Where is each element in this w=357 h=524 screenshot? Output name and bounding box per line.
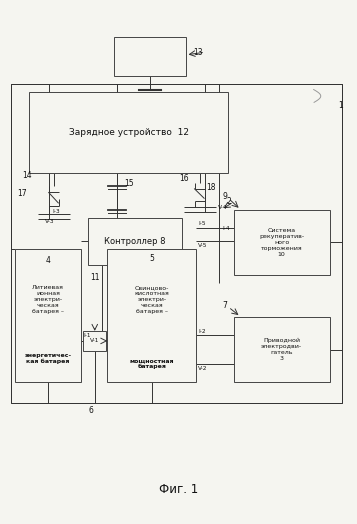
- Text: 18: 18: [206, 183, 215, 192]
- Text: 1: 1: [338, 101, 343, 110]
- Text: I-1: I-1: [84, 333, 91, 338]
- Text: 14: 14: [22, 171, 32, 180]
- Text: 2: 2: [226, 198, 231, 206]
- Text: 7: 7: [222, 301, 227, 310]
- Text: 15: 15: [124, 179, 134, 188]
- Text: Фиг. 1: Фиг. 1: [159, 483, 198, 496]
- Text: V-4: V-4: [218, 205, 227, 210]
- Text: Приводной
электродви-
гатель
3: Приводной электродви- гатель 3: [261, 339, 302, 361]
- Bar: [88, 217, 182, 265]
- Text: I-5: I-5: [198, 221, 206, 226]
- Text: V-1: V-1: [90, 339, 100, 343]
- Text: 17: 17: [17, 189, 27, 198]
- Text: 9: 9: [222, 192, 227, 201]
- Text: мощностная
батарея: мощностная батарея: [130, 358, 174, 369]
- Text: I-2: I-2: [198, 329, 206, 334]
- Bar: [233, 210, 330, 275]
- Text: 4: 4: [45, 256, 50, 265]
- Text: энергетичес-
кая батарея: энергетичес- кая батарея: [24, 353, 71, 364]
- Text: V-5: V-5: [198, 243, 207, 248]
- Bar: [11, 84, 342, 403]
- Text: Литиевая
ионная
электри-
ческая
батарея –: Литиевая ионная электри- ческая батарея …: [32, 286, 64, 314]
- Bar: [107, 249, 196, 382]
- Text: I-4: I-4: [222, 225, 230, 231]
- Text: Система
рекуператив-
ного
торможения
10: Система рекуператив- ного торможения 10: [259, 228, 304, 257]
- Text: V-3: V-3: [45, 219, 55, 224]
- Text: Зарядное устройство  12: Зарядное устройство 12: [69, 128, 189, 137]
- Bar: [29, 92, 228, 173]
- Text: I-3: I-3: [52, 209, 60, 214]
- Text: Контроллер 8: Контроллер 8: [104, 237, 166, 246]
- Bar: [83, 331, 106, 351]
- Text: Свинцово-
кислотная
электри-
ческая
батарея –: Свинцово- кислотная электри- ческая бата…: [135, 286, 169, 314]
- Text: 6: 6: [89, 407, 94, 416]
- Text: 13: 13: [193, 48, 202, 58]
- Bar: [115, 37, 186, 77]
- Text: 5: 5: [149, 254, 154, 263]
- Text: 11: 11: [90, 273, 100, 282]
- Text: V-2: V-2: [198, 366, 207, 370]
- Bar: [233, 317, 330, 382]
- Bar: [15, 249, 81, 382]
- Text: 16: 16: [179, 174, 188, 183]
